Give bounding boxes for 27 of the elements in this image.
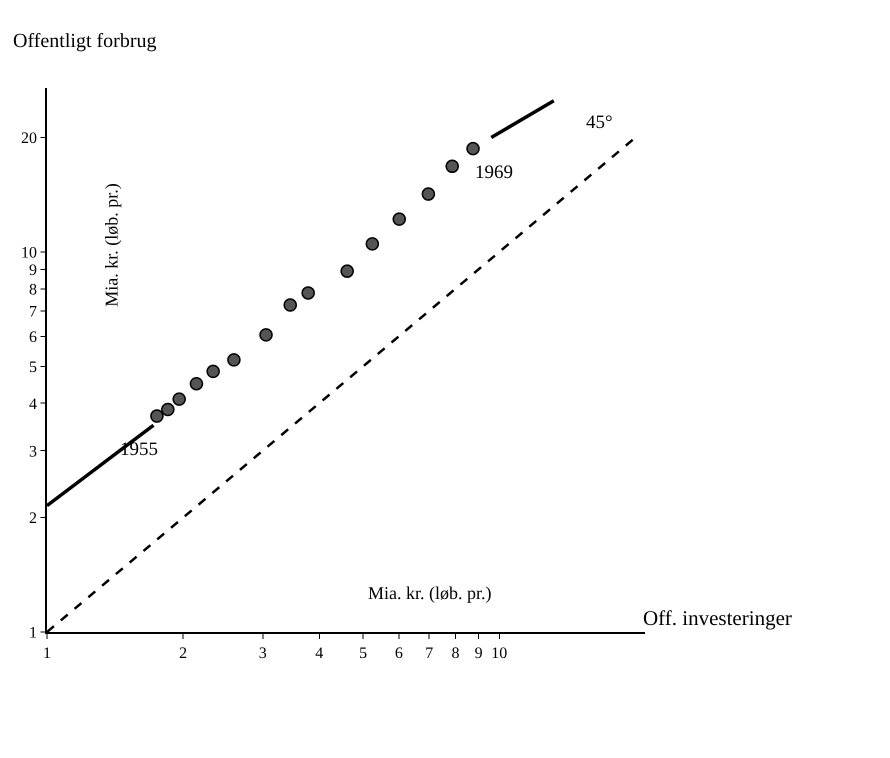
x-tick-label: 10 xyxy=(491,644,508,662)
y-tick-label: 5 xyxy=(29,358,38,376)
annotation: 1969 xyxy=(475,162,513,183)
y-tick-label: 4 xyxy=(29,396,38,413)
y-axis-title: Offentligt forbrug xyxy=(13,30,156,52)
y-tick-label: 7 xyxy=(29,303,38,320)
x-tick-label: 8 xyxy=(451,644,460,662)
x-tick-label: 7 xyxy=(425,644,434,662)
y-tick-label: 6 xyxy=(29,328,38,346)
y-tick-label: 20 xyxy=(21,130,38,148)
x-tick-label: 3 xyxy=(258,644,267,662)
y-tick-label: 2 xyxy=(29,510,38,528)
y-tick-label: 9 xyxy=(29,262,38,279)
annotation: Mia. kr. (løb. pr.) xyxy=(368,583,492,603)
x-tick-label: 2 xyxy=(179,644,188,662)
x-axis-title: Off. investeringer xyxy=(643,606,792,630)
y-tick-label: 3 xyxy=(29,443,38,460)
y-tick-label: 10 xyxy=(21,244,38,262)
annotation: Mia. kr. (løb. pr.) xyxy=(102,183,122,307)
y-tick-label: 1 xyxy=(29,624,38,642)
x-tick-label: 6 xyxy=(394,644,403,662)
annotation: 45° xyxy=(586,112,613,133)
x-tick-label: 4 xyxy=(315,644,324,662)
y-tick-label: 8 xyxy=(29,281,38,298)
x-tick-label: 9 xyxy=(474,644,483,662)
x-tick-label: 1 xyxy=(43,644,51,662)
x-tick-label: 5 xyxy=(359,644,368,662)
